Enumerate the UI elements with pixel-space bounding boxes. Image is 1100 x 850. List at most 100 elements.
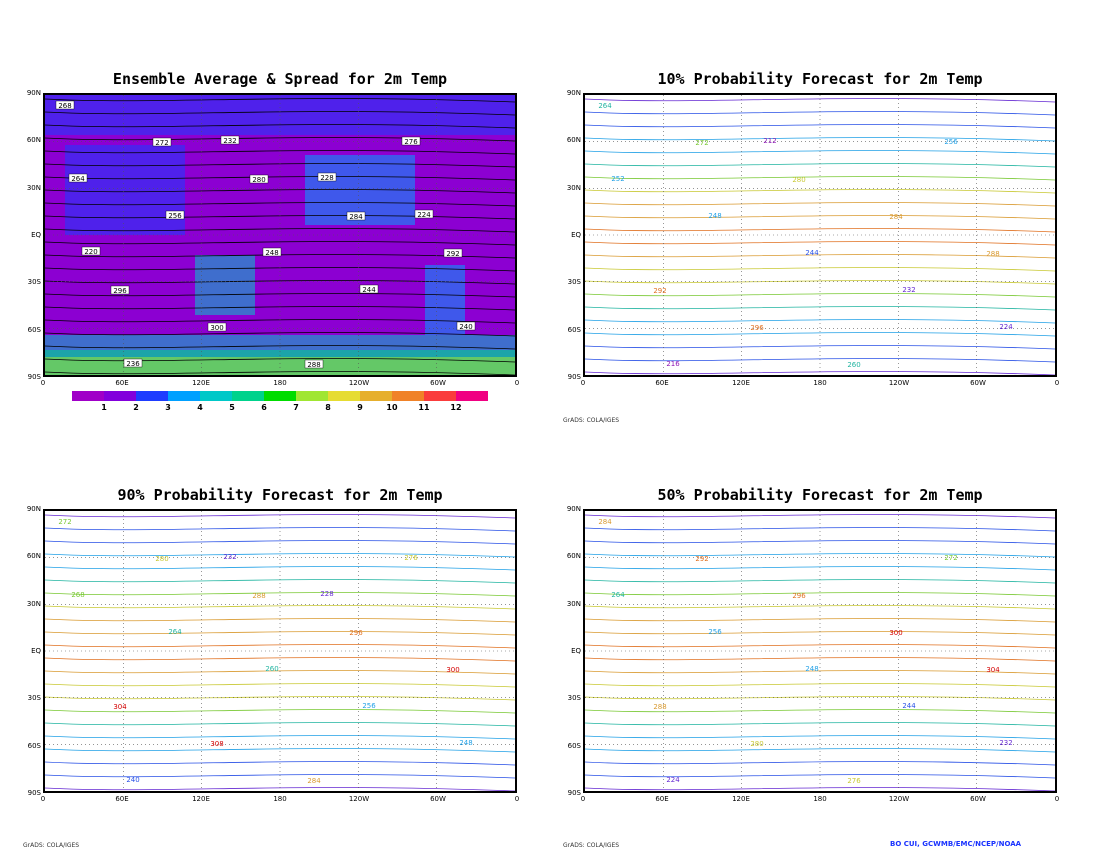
map-ensemble-spread: 268 272 280 284 292 296 300 288 276 264 256 248 244 2… xyxy=(43,93,517,377)
contour-line xyxy=(45,332,515,337)
panel-ensemble-spread: Ensemble Average & Spread for 2m Temp 26… xyxy=(0,0,550,425)
lon-tick-label: 0 xyxy=(580,795,586,803)
contour-line xyxy=(45,527,515,532)
lat-tick-label: EQ xyxy=(31,231,41,239)
contour-line xyxy=(585,709,1055,714)
lat-tick-label: 60N xyxy=(26,552,41,561)
contour-label: 300 xyxy=(889,629,902,637)
contour-line xyxy=(585,735,1055,740)
contour-line xyxy=(45,748,515,753)
colorbar-swatch xyxy=(136,391,168,401)
lon-tick-label: 120W xyxy=(888,379,910,387)
panel-title: Ensemble Average & Spread for 2m Temp xyxy=(112,70,448,88)
contour-line xyxy=(45,722,515,727)
contour-line xyxy=(585,176,1055,181)
lon-tick-label: 0 xyxy=(514,379,520,387)
contour-line xyxy=(585,124,1055,129)
contour-line xyxy=(45,514,515,519)
lat-tick-label: 90N xyxy=(566,505,581,513)
lat-tick-label: 60S xyxy=(27,325,41,334)
footer-credit: BO CUI, GCWMB/EMC/NCEP/NOAA xyxy=(890,840,1022,848)
contour-label: 256 xyxy=(362,702,376,710)
contour-line xyxy=(45,150,515,155)
lat-tick-label: 30N xyxy=(566,183,581,192)
lon-tick-label: 180 xyxy=(273,795,287,803)
lon-tick-label: 0 xyxy=(514,795,520,803)
lon-tick-label: 60E xyxy=(655,795,669,803)
lat-tick-label: 60N xyxy=(26,136,41,145)
panel-title: 10% Probability Forecast for 2m Temp xyxy=(657,70,983,88)
lon-tick-label: 120E xyxy=(732,795,750,803)
contour-line xyxy=(45,267,515,272)
contour-label: 264 xyxy=(598,102,612,110)
contour-line xyxy=(585,215,1055,220)
colorbar-label: 9 xyxy=(357,403,363,412)
contour-line xyxy=(45,696,515,701)
contour-label: 308 xyxy=(210,740,223,748)
contour-line xyxy=(585,163,1055,168)
contour-line xyxy=(585,306,1055,311)
contour-line xyxy=(585,111,1055,116)
contour-line xyxy=(585,618,1055,623)
contour-label: 248 xyxy=(708,212,721,220)
lat-tick-label: 90S xyxy=(567,373,581,381)
colorbar-swatch xyxy=(392,391,424,401)
map-90pct: 272 280 288 296 300 304 308 284 276 268 264 260 256 2… xyxy=(43,509,517,793)
contour-line xyxy=(45,787,515,791)
contour-label: 248 xyxy=(265,249,278,257)
colorbar-swatch xyxy=(296,391,328,401)
lon-tick-label: 120W xyxy=(888,795,910,803)
lon-tick-label: 0 xyxy=(40,795,46,803)
contour-label: 244 xyxy=(362,286,376,294)
contour-line xyxy=(45,592,515,597)
contour-label: 292 xyxy=(446,250,459,258)
lon-tick-label: 0 xyxy=(1054,379,1060,387)
contour-label: 256 xyxy=(168,212,182,220)
contour-line xyxy=(45,605,515,610)
contour-line xyxy=(585,553,1055,558)
contour-line xyxy=(585,98,1055,103)
contour-line xyxy=(585,527,1055,532)
lon-tick-label: 60E xyxy=(115,379,129,387)
contour-label: 276 xyxy=(847,777,861,785)
lat-tick-label: 90N xyxy=(26,89,41,97)
contour-line xyxy=(45,124,515,129)
map-canvas: 284 292 296 300 304 288 280 276 272 264 256 248 244 2… xyxy=(585,511,1055,791)
contour-label: 252 xyxy=(611,175,624,183)
contour-line xyxy=(45,293,515,298)
contour-label: 244 xyxy=(805,249,819,257)
contour-line xyxy=(585,592,1055,597)
contour-label: 256 xyxy=(708,628,722,636)
contour-label: 272 xyxy=(944,554,957,562)
contour-line xyxy=(585,150,1055,155)
map-canvas: 268 272 280 284 292 296 300 288 276 264 256 248 244 2… xyxy=(45,95,515,375)
contour-label: 292 xyxy=(695,555,708,563)
colorbar-swatch xyxy=(360,391,392,401)
contour-line xyxy=(585,345,1055,350)
lon-tick-label: 60W xyxy=(430,795,446,803)
contour-line xyxy=(45,202,515,207)
contour-label: 280 xyxy=(750,740,763,748)
contour-label: 280 xyxy=(792,176,805,184)
contour-line xyxy=(585,293,1055,298)
colorbar-swatch xyxy=(264,391,296,401)
contour-label: 220 xyxy=(84,248,97,256)
contour-line xyxy=(585,514,1055,519)
contour-line xyxy=(45,98,515,103)
contour-label: 296 xyxy=(792,592,806,600)
contour-line xyxy=(45,735,515,740)
colorbar-label: 3 xyxy=(165,403,171,412)
colorbar-swatch xyxy=(424,391,456,401)
colorbar-label: 4 xyxy=(197,403,203,412)
lat-tick-label: 90S xyxy=(567,789,581,797)
contour-label: 280 xyxy=(252,176,265,184)
lat-tick-label: EQ xyxy=(571,231,581,239)
contour-label: 296 xyxy=(349,629,363,637)
lat-tick-label: 30S xyxy=(27,278,41,287)
contour-label: 272 xyxy=(155,139,168,147)
contour-line xyxy=(585,696,1055,701)
colorbar xyxy=(72,391,488,401)
contour-line xyxy=(585,761,1055,766)
lat-tick-label: 90S xyxy=(27,373,41,381)
